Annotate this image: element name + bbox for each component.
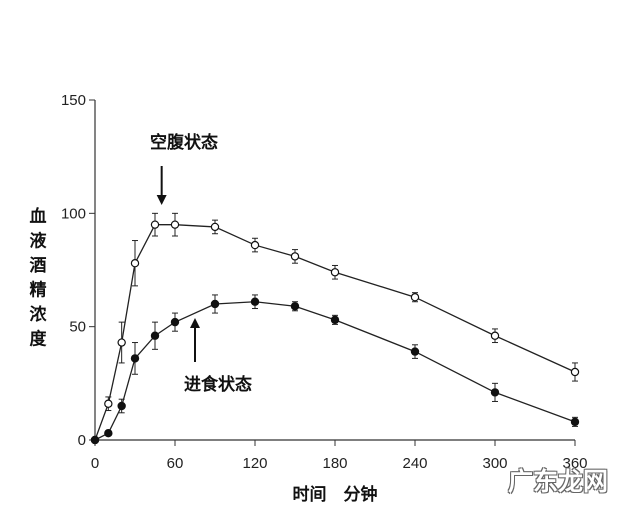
x-tick-label: 180	[322, 455, 347, 472]
data-point	[290, 252, 300, 261]
data-point	[570, 367, 580, 377]
y-axis-title-char: 精	[30, 280, 47, 301]
data-point	[210, 299, 220, 309]
data-point	[250, 240, 260, 250]
y-tick-label: 50	[69, 319, 86, 336]
data-point	[490, 331, 500, 340]
data-point	[130, 354, 140, 363]
y-tick-label: 100	[61, 205, 86, 222]
y-axis-title-char: 度	[30, 329, 48, 350]
data-point	[170, 317, 180, 327]
annotation-1: 进食状态	[184, 318, 252, 395]
annotation-0: 空腹状态	[150, 132, 218, 205]
annotation-label: 进食状态	[184, 374, 252, 395]
data-point	[150, 331, 160, 340]
data-point	[170, 220, 180, 229]
data-point	[104, 399, 113, 408]
data-point	[410, 347, 420, 356]
series-0	[90, 212, 580, 445]
data-point	[150, 220, 160, 229]
x-tick-label: 360	[562, 455, 587, 472]
data-point	[330, 268, 340, 277]
data-point	[250, 297, 260, 306]
data-point	[330, 315, 340, 325]
data-point	[290, 302, 300, 311]
arrowhead-icon	[156, 195, 167, 205]
data-point	[90, 435, 100, 445]
annotation-label: 空腹状态	[150, 132, 218, 153]
ticks: 0 60 120 180 240 300 360 0 50 100 150	[61, 92, 588, 472]
data-point	[490, 388, 500, 397]
watermark: 广东龙网	[508, 467, 609, 496]
x-tick-label: 300	[482, 455, 507, 472]
y-tick-label: 150	[61, 92, 86, 109]
y-axis-title-char: 血	[30, 206, 47, 227]
data-point	[117, 338, 126, 347]
series-line	[94, 224, 576, 441]
y-tick-label: 0	[78, 432, 86, 449]
data-point	[130, 259, 140, 268]
x-tick-label: 240	[402, 455, 427, 472]
y-axis-title-char: 浓	[30, 305, 48, 325]
arrowhead-icon	[190, 318, 200, 328]
x-tick-label: 60	[167, 455, 184, 472]
y-axis-title-char: 液	[30, 231, 47, 252]
x-tick-label: 0	[91, 455, 99, 472]
x-tick-label: 120	[242, 455, 267, 472]
data-point	[570, 417, 580, 427]
data-point	[210, 222, 220, 232]
data-point	[104, 429, 113, 438]
y-axis-title-char: 酒	[30, 255, 47, 276]
data-point	[410, 293, 420, 302]
x-axis-title: 时间 分钟	[293, 484, 378, 505]
series-1	[90, 294, 580, 445]
data-point	[117, 401, 126, 411]
series-layer	[90, 212, 580, 445]
